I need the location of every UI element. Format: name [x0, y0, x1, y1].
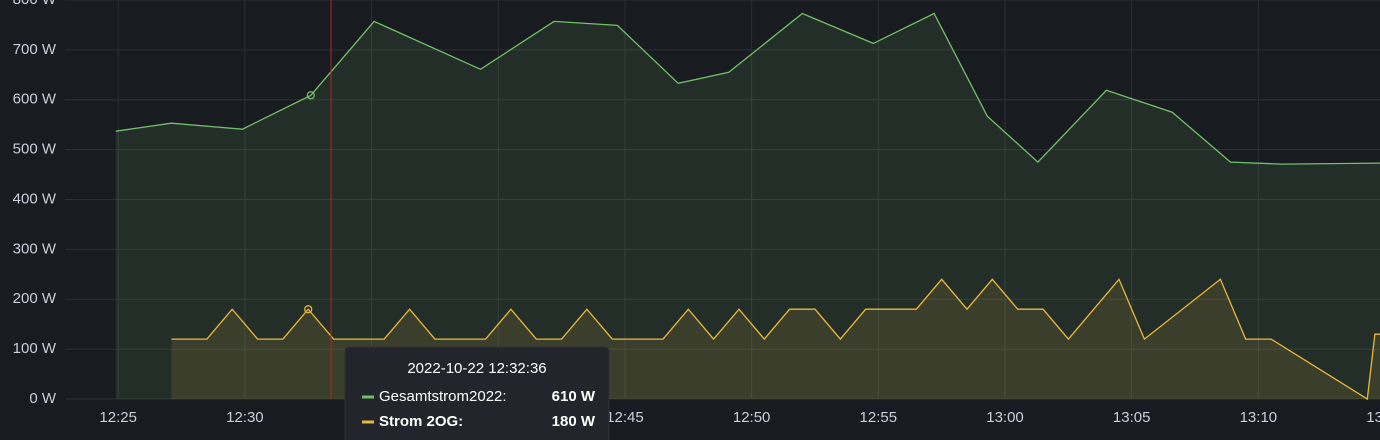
line [171, 278, 1380, 401]
x-tick-label: 13:15 [1366, 409, 1380, 426]
hover-point [304, 305, 313, 314]
y-tick-label: 100 W [13, 340, 57, 357]
legend-swatch [362, 395, 374, 399]
tooltip-title: 2022-10-22 12:32:36 [407, 360, 546, 377]
y-tick-label: 400 W [13, 190, 57, 207]
tooltip-value: 180 W [552, 413, 596, 430]
tooltip-label: Gesamtstrom2022: [379, 388, 507, 405]
line [115, 12, 1380, 165]
x-tick-label: 12:50 [733, 409, 771, 426]
x-tick-label: 13:10 [1240, 409, 1278, 426]
x-tick-label: 12:45 [606, 409, 644, 426]
tooltip-box [344, 346, 610, 440]
y-tick-label: 300 W [13, 240, 57, 257]
tooltip-value: 610 W [552, 388, 596, 405]
x-tick-label: 13:05 [1113, 409, 1151, 426]
hover-point [306, 91, 315, 100]
x-tick-label: 12:30 [226, 409, 264, 426]
y-tick-label: 700 W [13, 41, 57, 58]
area [115, 13, 1380, 399]
y-tick-label: 0 W [29, 390, 57, 407]
legend-swatch [362, 420, 374, 424]
y-tick-label: 800 W [13, 0, 57, 8]
y-tick-label: 200 W [13, 290, 57, 307]
y-tick-label: 600 W [13, 91, 57, 108]
grid: 0 W 100 W 200 W 300 W 400 W 500 W 600 W 700 W 80… [13, 0, 1380, 426]
x-tick-label: 12:55 [860, 409, 898, 426]
tooltip-label: Strom 2OG: [379, 413, 463, 430]
x-tick-label: 13:00 [986, 409, 1024, 426]
x-tick-label: 12:25 [99, 409, 137, 426]
tooltip: 2022-10-22 12:32:36 Gesamtstrom2022: 610 W… [344, 346, 610, 440]
y-tick-label: 500 W [13, 141, 57, 158]
